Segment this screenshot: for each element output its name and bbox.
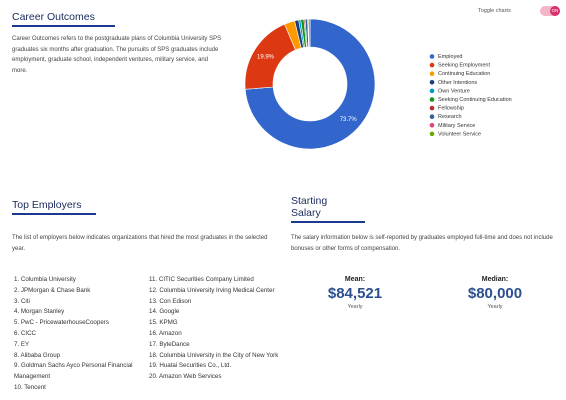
stat-label: Median: xyxy=(481,276,509,283)
description: Career Outcomes refers to the postgradua… xyxy=(12,36,222,74)
toggle[interactable]: ON xyxy=(540,6,560,16)
legend-swatch xyxy=(429,88,435,94)
legend-label: Continuing Education xyxy=(438,71,490,77)
slice xyxy=(244,18,376,150)
employer-item: 19. Huatai Securities Co., Ltd. xyxy=(149,362,232,370)
employer-item: 16. Amazon xyxy=(149,329,182,337)
section-heading: Starting Salary xyxy=(291,195,365,223)
heading: Top Employers xyxy=(12,199,96,215)
toggle-label: Toggle charts xyxy=(478,8,511,14)
heading: Career Outcomes xyxy=(12,11,115,27)
salary-stat: Median: $80,000 Yearly xyxy=(450,276,540,310)
section-heading: Career Outcomes xyxy=(12,7,115,27)
employer-item: 8. Alibaba Group xyxy=(14,351,61,359)
stat-period: Yearly xyxy=(347,304,363,310)
legend-label: Research xyxy=(438,114,462,120)
legend-label: Seeking Continuing Education xyxy=(438,97,512,103)
employer-item: 1. Columbia University xyxy=(14,276,76,283)
employer-item: 2. JPMorgan & Chase Bank xyxy=(14,286,91,294)
legend-swatch xyxy=(429,54,435,59)
legend-swatch xyxy=(429,131,435,137)
legend-label: Employed xyxy=(438,54,462,60)
legend-swatch xyxy=(429,71,435,76)
legend-swatch xyxy=(429,80,435,85)
slice-label: 19.9% xyxy=(257,55,275,61)
employer-item: 4. Morgan Stanley xyxy=(14,308,65,316)
legend-swatch xyxy=(429,105,435,111)
salary-stat: Mean: $84,521 Yearly xyxy=(310,276,400,310)
employer-item: 14. Google xyxy=(149,308,180,316)
legend-swatch xyxy=(429,114,435,119)
legend-label: Seeking Employment xyxy=(438,63,490,69)
employer-item: 15. KPMG xyxy=(149,319,178,327)
legend-label: Military Service xyxy=(438,123,475,129)
legend-label: Fellowship xyxy=(438,106,464,112)
employer-item: 7. EY xyxy=(14,340,30,348)
employer-item: 13. Con Edison xyxy=(149,297,192,305)
employer-item: 20. Amazon Web Services xyxy=(149,373,222,381)
employer-column: 1. Columbia University 2. JPMorgan & Chas… xyxy=(14,275,139,394)
legend-swatch xyxy=(429,62,435,68)
employer-column: 11. CITIC Securities Company Limited 12. … xyxy=(149,275,284,383)
legend-label: Own Venture xyxy=(438,88,470,94)
employer-item: 10. Tencent xyxy=(14,383,46,391)
slice-label: 73.7% xyxy=(340,117,358,123)
legend-label: Volunteer Service xyxy=(438,131,481,137)
employer-item: 18. Columbia University in the City of N… xyxy=(149,351,279,359)
employer-item: 5. PwC - PricewaterhouseCoopers xyxy=(14,319,109,327)
description: The list of employers below indicates or… xyxy=(12,235,268,252)
stat-value: $80,000 xyxy=(467,285,523,302)
heading: Starting Salary xyxy=(291,195,365,223)
slice xyxy=(308,18,311,48)
description: The salary information below is self-rep… xyxy=(291,235,553,252)
legend-label: Other Intentions xyxy=(438,80,477,86)
employer-item: 11. CITIC Securities Company Limited xyxy=(149,276,254,283)
section-heading: Top Employers xyxy=(12,195,277,215)
employer-item: 17. ByteDance xyxy=(149,340,190,348)
employer-item: 12. Columbia University Irving Medical C… xyxy=(149,286,275,294)
employer-item: 9. Goldman Sachs Ayco Personal Financial… xyxy=(14,362,133,381)
legend-swatch xyxy=(429,97,435,102)
employer-item: 6. CICC xyxy=(14,329,37,337)
employer-item: 3. Citi xyxy=(14,297,30,305)
legend-swatch xyxy=(429,123,435,128)
donut-chart: 73.7% 19.9% Employed Seeking Employment Cont… xyxy=(244,18,512,150)
stat-period: Yearly xyxy=(487,304,503,310)
stat-label: Mean: xyxy=(344,276,366,283)
stat-value: $84,521 xyxy=(327,285,383,302)
toggle-knob[interactable]: ON xyxy=(550,6,560,16)
